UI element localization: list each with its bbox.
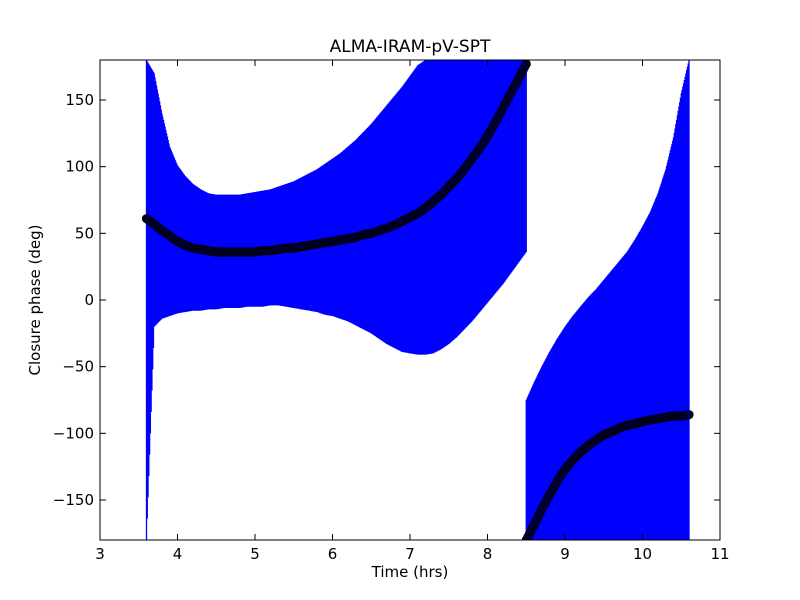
data-point [521,60,531,69]
x-tick-label: 3 [95,545,105,563]
x-tick-label: 6 [328,545,338,563]
chart-title: ALMA-IRAM-pV-SPT [330,37,491,57]
y-tick-label: −100 [53,424,94,442]
error-bars [145,60,690,540]
y-tick-label: −50 [62,358,94,376]
y-tick-label: 150 [65,91,94,109]
y-axis-ticks: −150 −100 −50 0 50 100 150 [53,91,720,509]
y-tick-label: 50 [75,224,94,242]
x-tick-label: 10 [633,545,652,563]
x-tick-label: 8 [483,545,493,563]
x-axis-ticks: 3 4 5 6 7 8 9 10 11 [95,60,730,563]
x-tick-label: 7 [405,545,415,563]
data-point [684,410,694,420]
x-tick-label: 9 [560,545,570,563]
y-tick-label: 100 [65,158,94,176]
x-tick-label: 5 [250,545,260,563]
x-axis-label: Time (hrs) [371,563,449,581]
y-tick-label: −150 [53,491,94,509]
data-points [141,60,694,540]
y-tick-label: 0 [84,291,94,309]
x-tick-label: 4 [173,545,183,563]
y-axis-label: Closure phase (deg) [26,225,44,376]
x-tick-label: 11 [710,545,729,563]
